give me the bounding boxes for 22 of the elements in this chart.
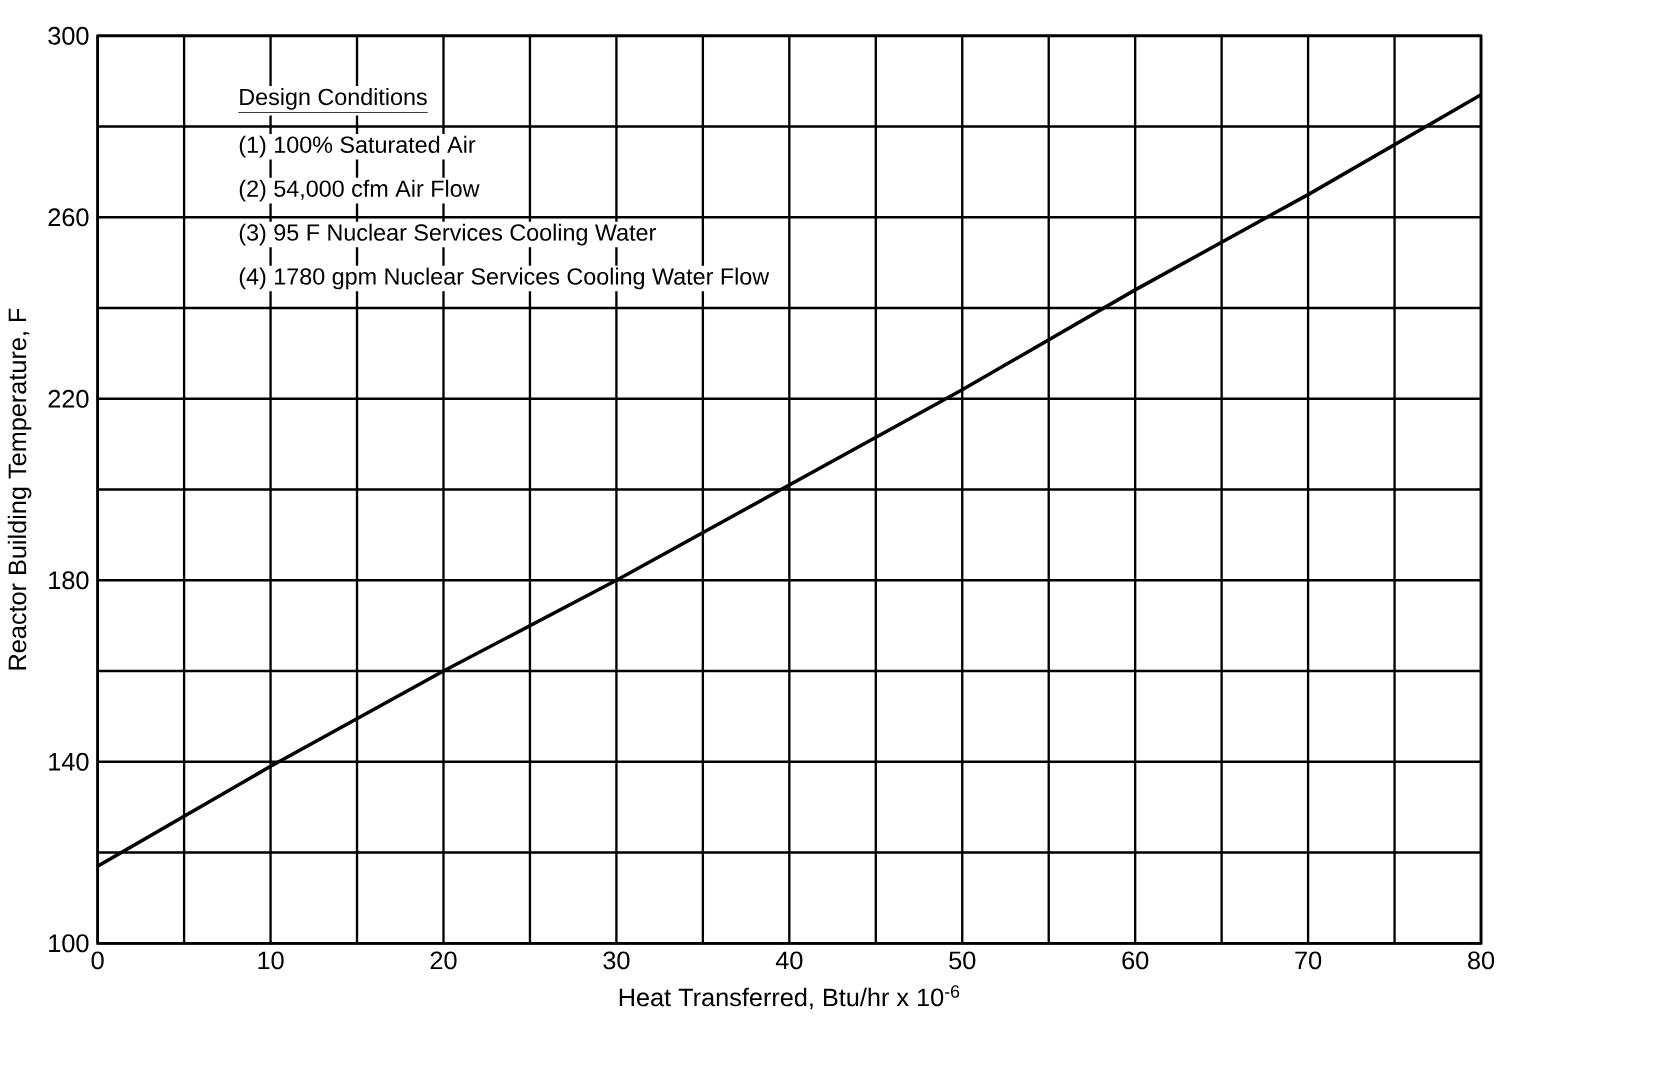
x-tick-label: 0 xyxy=(91,951,104,970)
y-tick-label: 260 xyxy=(48,208,89,227)
x-axis-title: Heat Transferred, Btu/hr x 10$^{-6}$ xyxy=(619,985,960,1010)
x-tick-label: 40 xyxy=(775,951,803,970)
annotation: (1) 100% Saturated Air xyxy=(239,135,476,158)
annotation: (4) 1780 gpm Nuclear Services Cooling Water Flow xyxy=(239,267,770,290)
x-tick-label: 20 xyxy=(430,951,457,970)
y-tick-label: 300 xyxy=(48,26,89,45)
annotation: (2) 54,000 cfm Air Flow xyxy=(239,179,480,202)
y-tick-label: 180 xyxy=(49,571,89,590)
x-tick-label: 60 xyxy=(1122,951,1149,970)
x-tick-label: 30 xyxy=(603,951,630,970)
x-tick-label: 80 xyxy=(1468,951,1495,970)
y-tick-label: 100 xyxy=(49,934,89,953)
x-tick-label: 70 xyxy=(1295,951,1322,970)
annotation: Design Conditions xyxy=(240,87,427,110)
annotation: (3) 95 F Nuclear Services Cooling Water xyxy=(239,223,656,246)
x-tick-label: 10 xyxy=(258,951,284,970)
y-tick-label: 140 xyxy=(49,752,89,771)
y-tick-label: 220 xyxy=(48,389,89,408)
y-axis-title: Reactor Building Temperature, F xyxy=(7,308,32,670)
x-tick-label: 50 xyxy=(949,951,976,970)
